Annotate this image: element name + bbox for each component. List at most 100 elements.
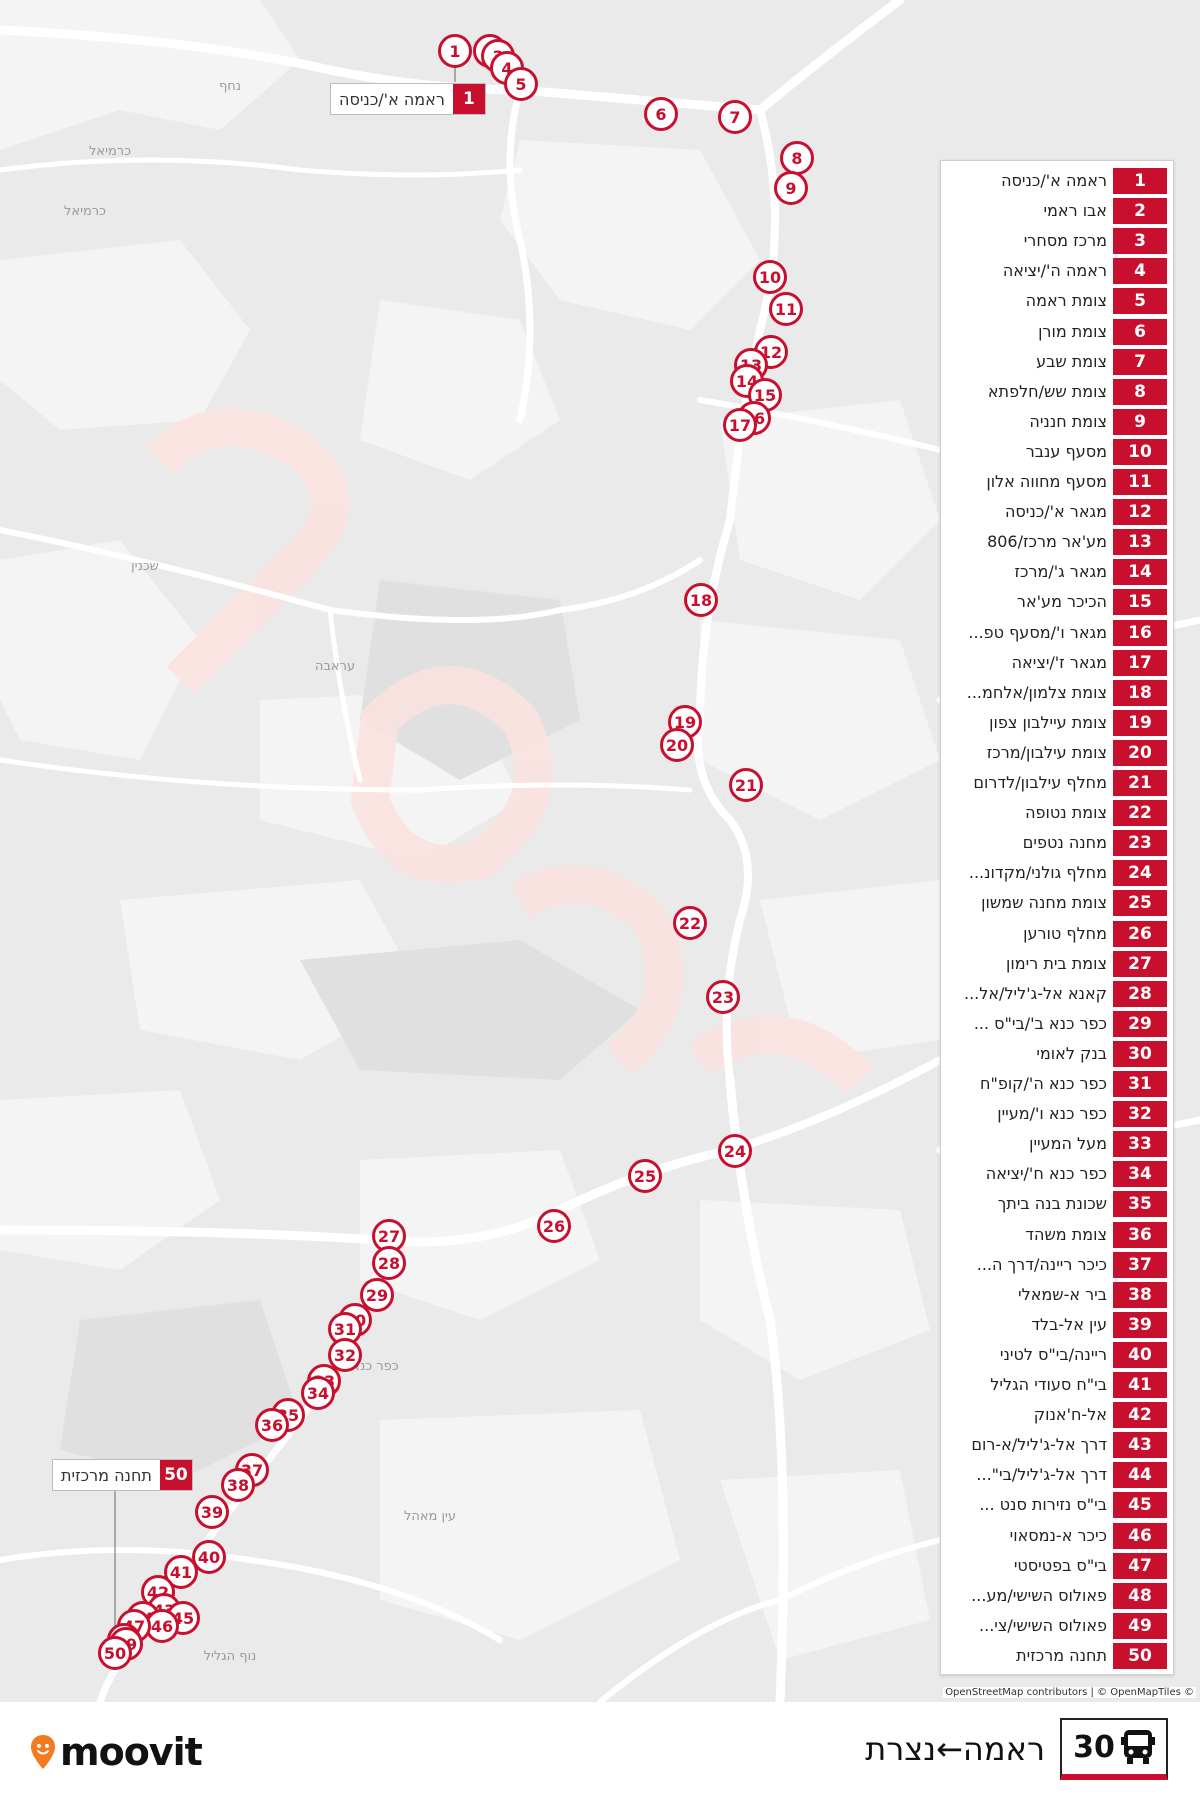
legend-stop-name: מסעף ענבר — [1025, 441, 1107, 461]
legend-row[interactable]: 48 פאולוס השישי/מע... — [941, 1581, 1175, 1611]
stop-marker-17[interactable]: 17 — [723, 408, 757, 442]
legend-row[interactable]: 6 צומת מורן — [941, 317, 1175, 347]
legend-row[interactable]: 44 דרך אל-ג'ליל/בי"... — [941, 1460, 1175, 1490]
start-stop-callout[interactable]: 1 ראמה א'/כניסה — [330, 83, 486, 115]
stop-marker-26[interactable]: 26 — [537, 1209, 571, 1243]
legend-row[interactable]: 29 כפר כנא ב'/בי"ס ... — [941, 1009, 1175, 1039]
stop-marker-22[interactable]: 22 — [673, 906, 707, 940]
legend-stop-number: 7 — [1113, 348, 1167, 375]
stop-marker-38[interactable]: 38 — [221, 1468, 255, 1502]
legend-row[interactable]: 25 צומת מחנה שמשון — [941, 888, 1175, 918]
stop-marker-7[interactable]: 7 — [718, 100, 752, 134]
legend-stop-name: כפר כנא ב'/בי"ס ... — [973, 1013, 1107, 1033]
legend-row[interactable]: 24 מחלף גולני/מקדונ... — [941, 858, 1175, 888]
legend-row[interactable]: 40 ריינה/בי"ס לטיני — [941, 1340, 1175, 1370]
stop-marker-9[interactable]: 9 — [774, 171, 808, 205]
legend-stop-name: צומת מחנה שמשון — [981, 893, 1107, 913]
stop-marker-28[interactable]: 28 — [372, 1246, 406, 1280]
stop-marker-24[interactable]: 24 — [718, 1134, 752, 1168]
stop-marker-36[interactable]: 36 — [255, 1408, 289, 1442]
stop-marker-34[interactable]: 34 — [301, 1376, 335, 1410]
stop-marker-21[interactable]: 21 — [729, 768, 763, 802]
legend-row[interactable]: 34 כפר כנא ח'/יציאה — [941, 1159, 1175, 1189]
legend-stop-number: 2 — [1113, 198, 1167, 225]
legend-stop-name: מחלף עילבון/לדרום — [973, 773, 1107, 792]
legend-row[interactable]: 32 כפר כנא ו'/מעיין — [941, 1099, 1175, 1129]
legend-stop-name: כפר כנא ו'/מעיין — [997, 1104, 1107, 1124]
end-stop-callout[interactable]: 50 תחנה מרכזית — [52, 1459, 193, 1491]
moovit-logo[interactable]: moovit — [30, 1730, 203, 1774]
stop-marker-39[interactable]: 39 — [195, 1495, 229, 1529]
legend-row[interactable]: 33 מעל המעיין — [941, 1129, 1175, 1159]
stop-marker-41[interactable]: 41 — [164, 1555, 198, 1589]
stop-marker-25[interactable]: 25 — [628, 1159, 662, 1193]
legend-row[interactable]: 28 קאנא אל-ג'ליל/אל... — [941, 979, 1175, 1009]
legend-row[interactable]: 5 צומת ראמה — [941, 286, 1175, 316]
legend-row[interactable]: 21 מחלף עילבון/לדרום — [941, 768, 1175, 798]
bus-icon — [1120, 1730, 1155, 1764]
legend-row[interactable]: 45 בי"ס נזירות סנט ... — [941, 1490, 1175, 1520]
legend-row[interactable]: 42 אל-ח'אנוק — [941, 1400, 1175, 1430]
legend-stop-number: 18 — [1113, 679, 1167, 706]
legend-stop-name: מגאר ז'/יציאה — [1011, 652, 1107, 672]
stop-marker-6[interactable]: 6 — [644, 97, 678, 131]
legend-stop-number: 31 — [1113, 1071, 1167, 1097]
legend-row[interactable]: 22 צומת נטופה — [941, 798, 1175, 828]
stop-marker-18[interactable]: 18 — [684, 583, 718, 617]
legend-row[interactable]: 38 ביר א-שמאלי — [941, 1280, 1175, 1310]
legend-row[interactable]: 8 צומת שש/חלפתא — [941, 377, 1175, 407]
stop-marker-23[interactable]: 23 — [706, 980, 740, 1014]
legend-row[interactable]: 20 צומת עילבון/מרכז — [941, 738, 1175, 768]
stop-marker-20[interactable]: 20 — [660, 728, 694, 762]
legend-row[interactable]: 36 צומת משהד — [941, 1220, 1175, 1250]
legend-stop-name: קאנא אל-ג'ליל/אל... — [964, 983, 1107, 1003]
legend-row[interactable]: 13 מע'אר מרכז/806 — [941, 527, 1175, 557]
legend-row[interactable]: 9 צומת חנניה — [941, 407, 1175, 437]
legend-stop-number: 35 — [1113, 1191, 1167, 1218]
legend-row[interactable]: 49 פאולוס השישי/צי... — [941, 1611, 1175, 1641]
stop-marker-46[interactable]: 46 — [145, 1609, 179, 1643]
stop-marker-50[interactable]: 50 — [98, 1636, 132, 1670]
legend-row[interactable]: 3 מרכז מסחרי — [941, 226, 1175, 256]
legend-row[interactable]: 37 כיכר ריינה/דרך ה... — [941, 1250, 1175, 1280]
legend-row[interactable]: 15 הכיכר מע'אר — [941, 587, 1175, 617]
legend-row[interactable]: 17 מגאר ז'/יציאה — [941, 648, 1175, 678]
legend-row[interactable]: 11 מסעף מחווה אלון — [941, 467, 1175, 497]
legend-row[interactable]: 23 מחנה נטפים — [941, 828, 1175, 858]
legend-row[interactable]: 39 עין אל-בלד — [941, 1310, 1175, 1340]
map-attribution[interactable]: OpenStreetMap contributors | © OpenMapTi… — [943, 1687, 1196, 1698]
legend-row[interactable]: 1 ראמה א'/כניסה — [941, 166, 1175, 196]
legend-stop-name: אל-ח'אנוק — [1033, 1405, 1107, 1425]
legend-stop-name: צומת שש/חלפתא — [987, 381, 1107, 401]
legend-row[interactable]: 14 מגאר ג'/מרכז — [941, 557, 1175, 587]
legend-stop-number: 22 — [1113, 800, 1167, 827]
legend-row[interactable]: 31 כפר כנא ה'/קופ"ח — [941, 1069, 1175, 1099]
legend-stop-number: 37 — [1113, 1251, 1167, 1278]
legend-stop-name: כפר כנא ה'/קופ"ח — [980, 1074, 1107, 1093]
stop-marker-1[interactable]: 1 — [438, 34, 472, 68]
legend-row[interactable]: 7 צומת שבע — [941, 347, 1175, 377]
legend-row[interactable]: 30 בנק לאומי — [941, 1039, 1175, 1069]
legend-row[interactable]: 43 דרך אל-ג'ליל/א-רום — [941, 1430, 1175, 1460]
stop-marker-8[interactable]: 8 — [780, 141, 814, 175]
legend-row[interactable]: 10 מסעף ענבר — [941, 437, 1175, 467]
legend-stop-number: 38 — [1113, 1281, 1167, 1308]
legend-row[interactable]: 12 מגאר א'/כניסה — [941, 497, 1175, 527]
stop-marker-11[interactable]: 11 — [769, 292, 803, 326]
legend-row[interactable]: 16 מגאר ו'/מסעף טפ... — [941, 618, 1175, 648]
legend-row[interactable]: 2 אבו ראמי — [941, 196, 1175, 226]
stop-marker-5[interactable]: 5 — [504, 67, 538, 101]
legend-row[interactable]: 46 כיכר א-נמסאוי — [941, 1521, 1175, 1551]
legend-row[interactable]: 26 מחלף טורען — [941, 919, 1175, 949]
stop-marker-10[interactable]: 10 — [753, 260, 787, 294]
legend-row[interactable]: 18 צומת צלמון/אלחמ... — [941, 678, 1175, 708]
legend-row[interactable]: 41 בי"ח סעודי הגליל — [941, 1370, 1175, 1400]
legend-row[interactable]: 27 צומת בית רימון — [941, 949, 1175, 979]
legend-row[interactable]: 4 ראמה ה'/יציאה — [941, 256, 1175, 286]
legend-row[interactable]: 50 תחנה מרכזית — [941, 1641, 1175, 1671]
legend-row[interactable]: 19 צומת עיילבון צפון — [941, 708, 1175, 738]
legend-row[interactable]: 35 שכונת בנה ביתך — [941, 1189, 1175, 1219]
legend-stop-name: מגאר א'/כניסה — [1004, 502, 1107, 522]
legend-row[interactable]: 47 בי"ס בפטיסטי — [941, 1551, 1175, 1581]
legend-stop-number: 42 — [1113, 1402, 1167, 1429]
